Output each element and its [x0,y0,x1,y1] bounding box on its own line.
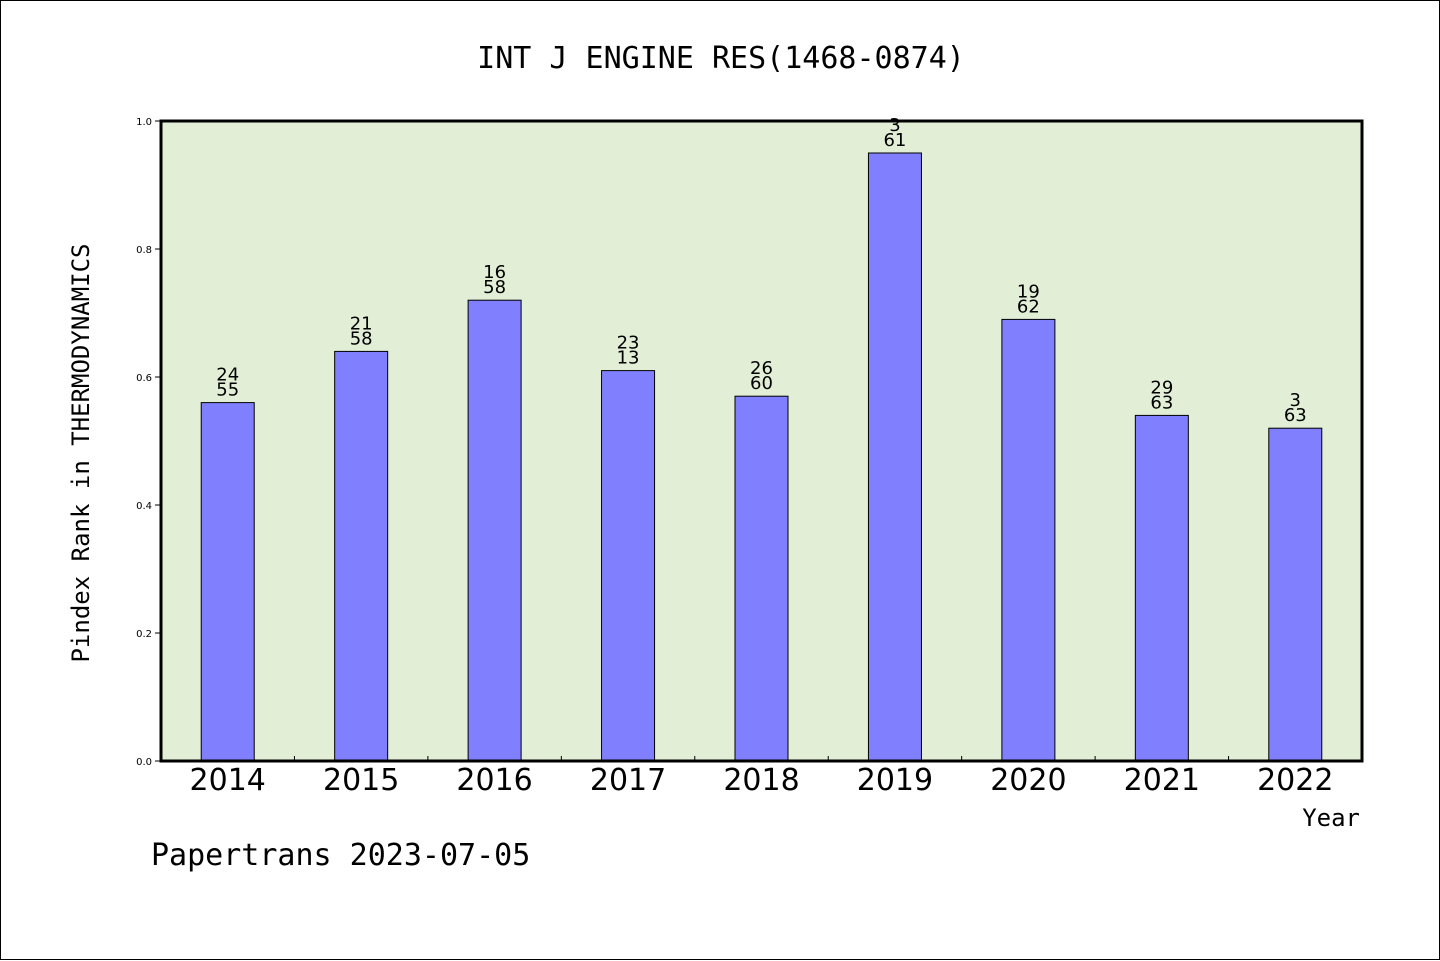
bar-total-label-2021: 63 [1150,392,1173,413]
x-tick-label-2020: 2020 [990,763,1066,798]
ticks-layer: 2014 2015 2016 2017 2018 2019 2020 2021 2022 0.0 0… [136,117,1333,798]
bar-total-label-2014: 55 [216,380,239,401]
y-tick-label: 0.0 [136,757,152,768]
x-tick-label-2021: 2021 [1124,763,1200,798]
y-tick-label: 0.6 [136,373,152,384]
plot-border [159,119,1364,763]
bar-2020 [1001,318,1056,762]
bar-rank-label-2019: 3 [889,115,900,136]
bar-2016 [467,299,522,762]
bar-2021 [1134,414,1189,762]
bar-total-label-2019: 61 [883,130,906,151]
bar-total-label-2018: 60 [750,373,773,394]
bar-2015 [334,350,389,762]
bar-rank-label-2021: 29 [1150,377,1173,398]
x-tick-label-2015: 2015 [323,763,399,798]
bar-2017 [601,370,656,762]
y-tick-label: 0.8 [136,245,152,256]
x-axis-label: Year [1302,804,1360,832]
y-axis-label: Pindex Rank in THERMODYNAMICS [67,243,95,662]
x-tick-label-2014: 2014 [190,763,266,798]
bar-total-label-2017: 13 [617,348,640,369]
chart-title: INT J ENGINE RES(1468-0874) [477,41,965,76]
y-tick-label: 1.0 [136,117,152,128]
bar-total-label-2022: 63 [1284,405,1307,426]
y-tick-label: 0.4 [136,501,152,512]
bar-total-label-2015: 58 [350,328,373,349]
x-tick-label-2022: 2022 [1257,763,1333,798]
bar-total-label-2020: 62 [1017,296,1040,317]
footer-text: Papertrans 2023-07-05 [151,838,530,873]
x-tick-label-2017: 2017 [590,763,666,798]
bar-2019 [867,152,922,762]
bar-rank-label-2022: 3 [1290,390,1301,411]
bar-2014 [200,402,255,762]
x-tick-label-2019: 2019 [857,763,933,798]
x-tick-label-2016: 2016 [456,763,532,798]
bar-rank-label-2014: 24 [216,365,239,386]
bar-rank-label-2015: 21 [350,313,373,334]
bar-total-label-2016: 58 [483,277,506,298]
x-tick-label-2018: 2018 [723,763,799,798]
bar-2022 [1268,427,1323,762]
bar-rank-label-2017: 23 [617,333,640,354]
bar-2018 [734,395,789,762]
bar-rank-label-2020: 19 [1017,281,1040,302]
y-tick-label: 0.2 [136,629,152,640]
bar-rank-label-2016: 16 [483,262,506,283]
bar-rank-label-2018: 26 [750,358,773,379]
